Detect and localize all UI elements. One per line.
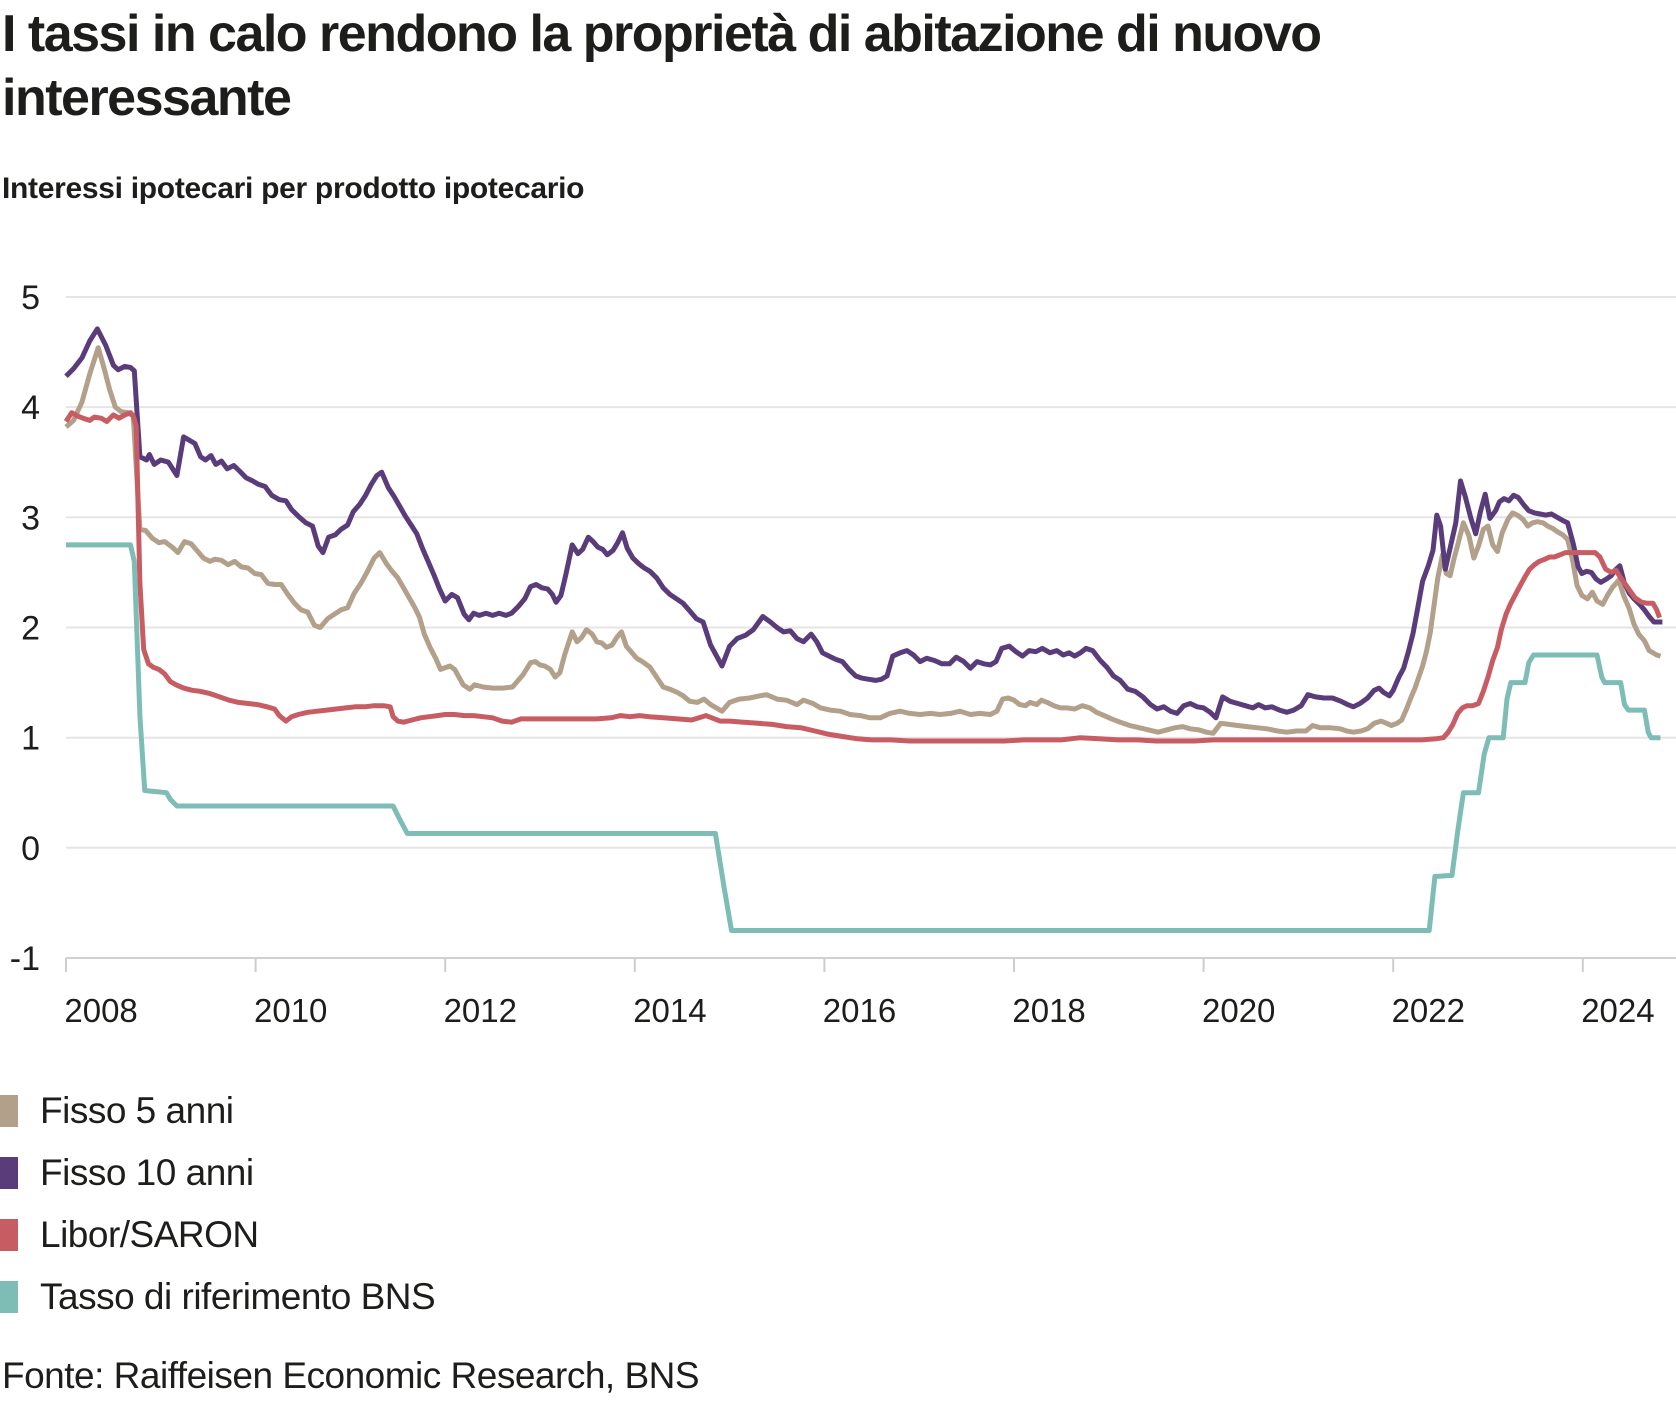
page-title: I tassi in calo rendono la proprietà di … <box>2 2 1322 130</box>
y-axis-label: 5 <box>21 279 40 317</box>
y-axis-label: 3 <box>21 499 40 537</box>
legend-swatch <box>0 1095 18 1127</box>
legend-label: Libor/SARON <box>40 1214 259 1255</box>
chart-legend: Fisso 5 anni Fisso 10 anni Libor/SARON Tass… <box>0 1090 436 1343</box>
y-axis-label: -1 <box>10 940 40 978</box>
y-axis-label: 4 <box>21 389 40 427</box>
x-axis-label: 2014 <box>633 992 706 1029</box>
series-line-tasso-di-riferimento-bns <box>66 542 1661 933</box>
legend-item-fisso-10-anni: Fisso 10 anni <box>0 1152 435 1193</box>
y-axis-label: 1 <box>21 720 40 758</box>
title-line-1: I tassi in calo rendono la proprietà di … <box>2 5 1322 63</box>
source-note: Fonte: Raiffeisen Economic Research, BNS <box>2 1355 700 1396</box>
legend-swatch <box>0 1219 18 1251</box>
legend-swatch <box>0 1157 18 1189</box>
legend-item-fisso-5-anni: Fisso 5 anni <box>0 1090 435 1131</box>
legend-label: Tasso di riferimento BNS <box>40 1276 436 1317</box>
legend-swatch <box>0 1281 18 1313</box>
x-axis-label: 2020 <box>1202 992 1275 1029</box>
series-line-fisso-10-anni <box>64 326 1663 721</box>
y-axis-label: 0 <box>21 830 40 868</box>
series-line-fisso-5-anni <box>64 345 1662 736</box>
x-axis-label: 2024 <box>1581 992 1654 1029</box>
x-axis-label: 2008 <box>64 992 137 1029</box>
legend-label: Fisso 5 anni <box>40 1090 234 1131</box>
legend-item-libor-saron: Libor/SARON <box>0 1214 435 1255</box>
legend-label: Fisso 10 anni <box>40 1152 254 1193</box>
x-axis-label: 2018 <box>1012 992 1085 1029</box>
x-axis-label: 2010 <box>254 992 327 1029</box>
x-axis-label: 2016 <box>823 992 896 1029</box>
legend-item-tasso-di-riferimento-bns: Tasso di riferimento BNS <box>0 1276 436 1317</box>
series-line-libor-saron <box>63 410 1662 744</box>
y-axis-label: 2 <box>21 610 40 648</box>
x-axis-label: 2022 <box>1392 992 1465 1029</box>
x-axis-label: 2012 <box>444 992 517 1029</box>
title-line-2: interessante <box>2 69 292 127</box>
chart-subtitle: Interessi ipotecari per prodotto ipoteca… <box>2 172 585 205</box>
